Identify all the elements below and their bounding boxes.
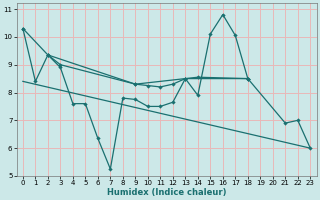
X-axis label: Humidex (Indice chaleur): Humidex (Indice chaleur) — [107, 188, 226, 197]
